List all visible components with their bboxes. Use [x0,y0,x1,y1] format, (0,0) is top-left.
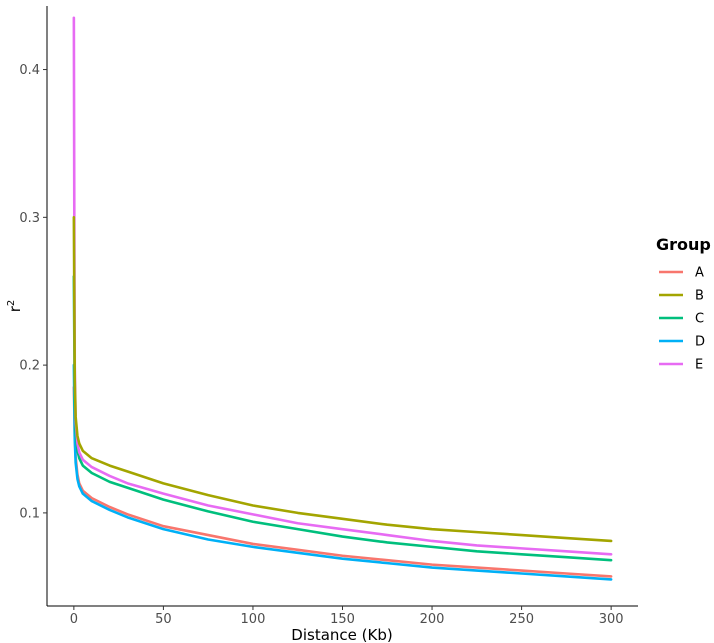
x-tick-label: 300 [599,612,624,627]
y-axis-title-base: r [6,305,24,312]
legend-label-a: A [695,266,704,281]
legend-label-e: E [695,358,703,373]
legend-label-d: D [695,335,705,350]
y-tick-label: 0.2 [19,359,40,374]
x-tick-label: 100 [241,612,266,627]
legend-label-c: C [695,312,704,327]
x-tick-label: 200 [420,612,445,627]
series-line-c [72,275,613,562]
plot-area: 0 50 100 150 200 250 300 0.1 0.2 0.3 0.4 [19,6,638,627]
legend-title: Group [656,235,711,254]
x-tick-label: 50 [155,612,172,627]
x-axis-title: Distance (Kb) [291,626,392,643]
x-tick-label: 250 [509,612,534,627]
legend-label-b: B [695,289,704,304]
y-tick-label: 0.3 [19,211,40,226]
series-line-b [72,216,613,543]
y-axis-ticks: 0.1 0.2 0.3 0.4 [19,63,47,521]
y-tick-label: 0.1 [19,506,40,521]
series-line-e [72,16,613,556]
series-lines [72,16,613,581]
y-tick-label: 0.4 [19,63,40,78]
x-axis-ticks: 0 50 100 150 200 250 300 [70,606,624,627]
y-axis-title: r2 [6,300,24,313]
y-axis-title-superscript: 2 [6,300,17,306]
series-line-d [72,363,613,581]
x-tick-label: 150 [330,612,355,627]
x-tick-label: 0 [70,612,78,627]
